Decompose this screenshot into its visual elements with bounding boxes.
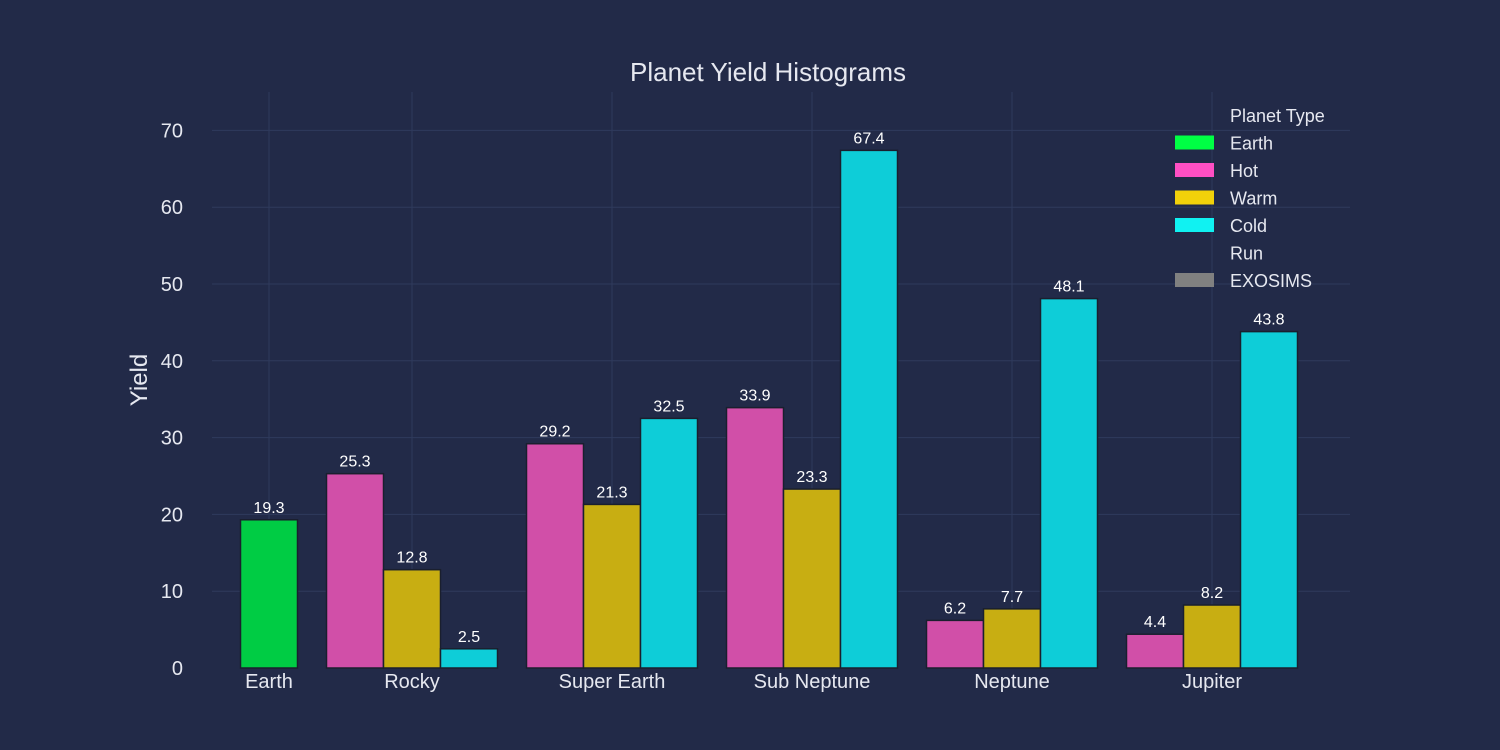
data-label: 23.3 [796, 469, 827, 486]
bar-cold-super-earth [639, 417, 699, 669]
data-label: 6.2 [944, 600, 966, 617]
y-axis-title: Yield [126, 354, 153, 406]
data-label: 32.5 [653, 398, 684, 415]
y-tick-label: 40 [161, 351, 183, 373]
y-tick-label: 30 [161, 428, 183, 450]
data-label: 43.8 [1253, 312, 1284, 329]
bar-warm-neptune [982, 608, 1042, 669]
bar-hot-neptune [925, 619, 985, 669]
legend-swatch[interactable] [1175, 163, 1214, 177]
legend-swatch[interactable] [1175, 135, 1214, 150]
x-tick-label: Earth [245, 671, 293, 693]
grid-layer [212, 92, 1350, 668]
y-tick-label: 60 [161, 197, 183, 219]
legend-item-label[interactable]: Earth [1230, 134, 1273, 154]
bar-hot-rocky [325, 472, 385, 669]
x-tick-label: Rocky [384, 671, 440, 693]
data-label: 67.4 [853, 130, 884, 147]
data-label: 4.4 [1144, 614, 1166, 631]
data-label: 25.3 [339, 454, 370, 471]
data-label: 19.3 [253, 500, 284, 517]
bar-layer [239, 149, 1299, 669]
bar-warm-rocky [382, 568, 442, 669]
legend-item-label[interactable]: Cold [1230, 216, 1267, 236]
legend-group-title: Planet Type [1230, 106, 1325, 126]
y-tick-label: 10 [161, 581, 183, 603]
y-tick-label: 70 [161, 120, 183, 142]
bar-hot-sub-neptune [725, 406, 785, 669]
bar-cold-rocky [439, 648, 499, 669]
x-tick-label: Jupiter [1182, 671, 1242, 693]
bar-warm-jupiter [1182, 604, 1242, 669]
data-label: 12.8 [396, 550, 427, 567]
y-tick-label: 20 [161, 504, 183, 526]
data-label: 29.2 [539, 424, 570, 441]
bar-warm-super-earth [582, 503, 642, 669]
bar-cold-sub-neptune [839, 149, 899, 669]
x-tick-label: Super Earth [559, 671, 666, 693]
chart-title: Planet Yield Histograms [630, 57, 906, 87]
bar-earth-earth [239, 519, 299, 669]
axis-layer: 0 10 20 30 40 50 60 70 Earth Rocky Super Earth Sub … [161, 120, 1243, 693]
bar-hot-jupiter [1125, 633, 1185, 669]
y-tick-label: 0 [172, 658, 183, 680]
legend-item-label[interactable]: EXOSIMS [1230, 271, 1312, 291]
bar-cold-neptune [1039, 297, 1099, 669]
data-label-layer: 19.3 25.3 29.2 33.9 6.2 4.4 12.8 21.3 23.3 7.7 8.2… [253, 130, 1284, 645]
legend-swatch[interactable] [1175, 218, 1214, 232]
y-tick-label: 50 [161, 274, 183, 296]
legend-group-title: Run [1230, 244, 1263, 264]
legend-item-label[interactable]: Hot [1230, 161, 1258, 181]
x-tick-label: Sub Neptune [754, 671, 871, 693]
data-label: 2.5 [458, 629, 480, 646]
data-label: 33.9 [739, 388, 770, 405]
legend-swatch[interactable] [1175, 273, 1214, 287]
legend: Planet Type Earth Hot Warm Cold Run EXOSIMS [1175, 106, 1325, 291]
x-tick-label: Neptune [974, 671, 1050, 693]
bar-cold-jupiter [1239, 330, 1299, 669]
data-label: 48.1 [1053, 279, 1084, 296]
legend-swatch[interactable] [1175, 190, 1214, 205]
legend-item-label[interactable]: Warm [1230, 189, 1277, 209]
bar-warm-sub-neptune [782, 488, 842, 669]
data-label: 8.2 [1201, 585, 1223, 602]
bar-hot-super-earth [525, 442, 585, 669]
data-label: 7.7 [1001, 589, 1023, 606]
data-label: 21.3 [596, 484, 627, 501]
